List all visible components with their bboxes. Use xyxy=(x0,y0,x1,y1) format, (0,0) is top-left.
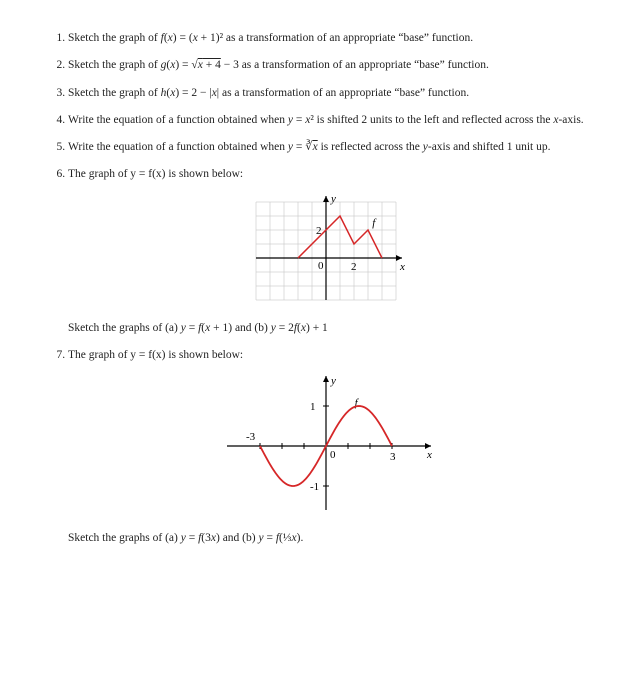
graph-7: 0-33-11xyf xyxy=(217,372,435,520)
graph-6-wrap: 022xyf xyxy=(68,192,584,310)
page-body: Sketch the graph of f(x) = (x + 1)² as a… xyxy=(0,0,634,577)
problem-list: Sketch the graph of f(x) = (x + 1)² as a… xyxy=(50,30,584,310)
problem-7-intro: The graph of y = f(x) is shown below: xyxy=(68,349,243,361)
svg-text:y: y xyxy=(330,375,336,387)
svg-text:x: x xyxy=(426,449,432,461)
problem-2: Sketch the graph of g(x) = √x + 4 − 3 as… xyxy=(68,57,584,74)
svg-text:2: 2 xyxy=(351,261,357,273)
svg-text:-1: -1 xyxy=(310,481,319,493)
problem-7-sub: Sketch the graphs of (a) y = f(3x) and (… xyxy=(50,530,584,547)
svg-text:x: x xyxy=(399,261,405,273)
svg-text:3: 3 xyxy=(390,451,396,463)
graph-7-wrap: 0-33-11xyf xyxy=(68,372,584,520)
graph-6: 022xyf xyxy=(246,192,406,310)
problem-5: Write the equation of a function obtaine… xyxy=(68,139,584,156)
svg-text:y: y xyxy=(330,193,336,205)
svg-text:0: 0 xyxy=(318,260,324,272)
problem-4: Write the equation of a function obtaine… xyxy=(68,112,584,129)
svg-text:-3: -3 xyxy=(246,431,256,443)
problem-6: The graph of y = f(x) is shown below: 0 2… xyxy=(68,166,584,309)
svg-text:f: f xyxy=(372,216,377,228)
problem-6-sub: Sketch the graphs of (a) y = f(x + 1) an… xyxy=(50,320,584,337)
problem-7: The graph of y = f(x) is shown below: 0 -… xyxy=(68,347,584,520)
svg-text:0: 0 xyxy=(330,449,336,461)
problem-6-intro: The graph of y = f(x) is shown below: xyxy=(68,168,243,180)
problem-3: Sketch the graph of h(x) = 2 − |x| as a … xyxy=(68,85,584,102)
problem-list-2: The graph of y = f(x) is shown below: 0 -… xyxy=(50,347,584,520)
problem-1: Sketch the graph of f(x) = (x + 1)² as a… xyxy=(68,30,584,47)
svg-text:1: 1 xyxy=(310,401,316,413)
